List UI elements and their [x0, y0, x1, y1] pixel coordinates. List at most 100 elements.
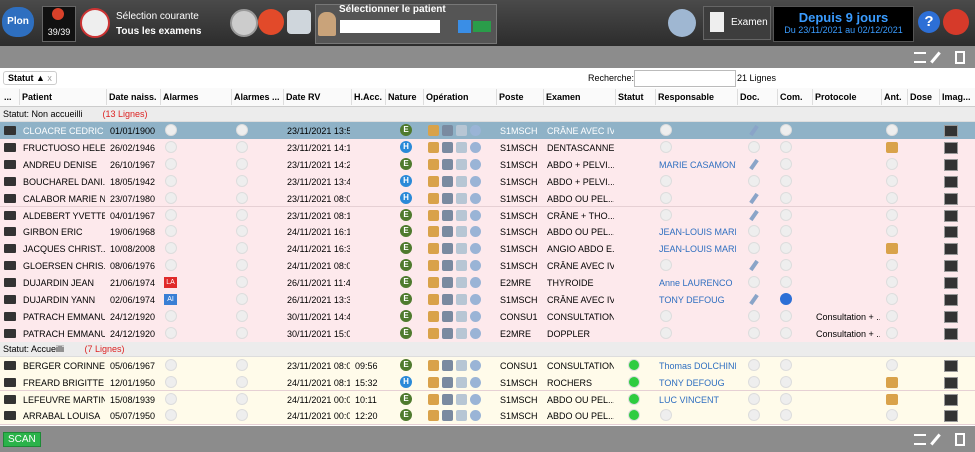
add-patient[interactable] [458, 20, 471, 33]
operation-icon[interactable] [456, 209, 467, 221]
operation-icon[interactable] [428, 125, 439, 136]
image-icon[interactable] [944, 376, 958, 389]
operation-icon[interactable] [456, 277, 467, 289]
operation-icon[interactable] [456, 192, 467, 204]
comment-icon[interactable] [4, 244, 16, 254]
operation-icon[interactable] [428, 226, 439, 238]
image-icon[interactable] [944, 175, 958, 188]
selection-icon[interactable] [80, 8, 110, 38]
operation-icon[interactable] [442, 410, 453, 422]
comment-icon[interactable] [4, 411, 16, 421]
operation-icon[interactable] [456, 260, 467, 272]
trash-icon[interactable] [955, 51, 965, 64]
operation-icon[interactable] [428, 393, 439, 405]
ant-icon[interactable] [886, 141, 898, 153]
operation-icon[interactable] [442, 260, 453, 272]
operation-icon[interactable] [470, 175, 481, 187]
image-icon[interactable] [944, 310, 958, 323]
image-icon[interactable] [944, 226, 958, 239]
operation-icon[interactable] [442, 243, 453, 255]
operation-icon[interactable] [428, 310, 439, 322]
operation-icon[interactable] [428, 376, 439, 388]
column-header[interactable]: Alarmes [163, 92, 199, 102]
operation-icon[interactable] [470, 327, 481, 339]
column-header[interactable]: Nature [388, 92, 417, 102]
comment-icon[interactable] [4, 159, 16, 169]
operation-icon[interactable] [470, 376, 481, 388]
operation-icon[interactable] [428, 359, 439, 371]
operation-icon[interactable] [456, 125, 467, 136]
operation-icon[interactable] [456, 327, 467, 339]
operation-icon[interactable] [470, 294, 481, 305]
comment-icon[interactable] [4, 227, 16, 237]
column-header[interactable]: H.Acc. [354, 92, 383, 102]
comment-icon[interactable] [4, 328, 16, 338]
info-icon[interactable] [780, 293, 792, 305]
operation-icon[interactable] [442, 192, 453, 204]
image-icon[interactable] [944, 243, 958, 256]
column-header[interactable]: Responsable [658, 92, 715, 102]
column-header[interactable]: Dose [910, 92, 933, 102]
image-icon[interactable] [944, 410, 958, 423]
operation-icon[interactable] [428, 410, 439, 422]
comment-icon[interactable] [4, 210, 16, 220]
operation-icon[interactable] [442, 226, 453, 238]
comment-icon[interactable] [4, 295, 16, 304]
column-header[interactable]: Date RV [286, 92, 321, 102]
image-icon[interactable] [944, 209, 958, 222]
column-header[interactable]: Date naiss. [109, 92, 157, 102]
settings-icon[interactable] [668, 9, 696, 37]
column-header[interactable]: Opération [426, 92, 469, 102]
image-icon[interactable] [944, 158, 958, 171]
comment-icon[interactable] [4, 360, 16, 370]
operation-icon[interactable] [428, 277, 439, 289]
scan-button[interactable]: SCAN [3, 432, 41, 447]
image-icon[interactable] [944, 277, 958, 290]
operation-icon[interactable] [442, 327, 453, 339]
print-icon[interactable] [287, 10, 311, 34]
comment-icon[interactable] [4, 278, 16, 288]
operation-icon[interactable] [470, 260, 481, 272]
patient-input[interactable] [340, 20, 440, 33]
comment-icon[interactable] [4, 394, 16, 404]
column-header[interactable]: Ant. [884, 92, 902, 102]
operation-icon[interactable] [470, 359, 481, 371]
ant-icon[interactable] [886, 393, 898, 405]
operation-icon[interactable] [470, 141, 481, 153]
operation-icon[interactable] [428, 243, 439, 255]
search-icon[interactable] [230, 9, 258, 37]
operation-icon[interactable] [470, 158, 481, 170]
operation-icon[interactable] [456, 376, 467, 388]
column-header[interactable]: Poste [499, 92, 524, 102]
date-box[interactable]: Depuis 9 jours Du 23/11/2021 au 02/12/20… [773, 6, 914, 42]
trash-icon[interactable] [955, 433, 965, 446]
search-input[interactable] [634, 70, 736, 87]
operation-icon[interactable] [470, 243, 481, 255]
ant-icon[interactable] [886, 376, 898, 388]
column-header[interactable]: Patient [22, 92, 53, 102]
operation-icon[interactable] [442, 158, 453, 170]
operation-icon[interactable] [470, 209, 481, 221]
operation-icon[interactable] [428, 175, 439, 187]
power-button[interactable] [943, 9, 969, 35]
operation-icon[interactable] [470, 277, 481, 289]
image-icon[interactable] [944, 393, 958, 406]
image-icon[interactable] [944, 125, 958, 137]
comment-icon[interactable] [4, 377, 16, 387]
logo[interactable]: Plon [2, 7, 34, 37]
operation-icon[interactable] [428, 294, 439, 305]
operation-icon[interactable] [470, 192, 481, 204]
comment-icon[interactable] [4, 176, 16, 186]
ant-icon[interactable] [886, 243, 898, 255]
operation-icon[interactable] [470, 226, 481, 238]
help-button[interactable]: ? [918, 11, 940, 33]
column-header[interactable]: Examen [546, 92, 581, 102]
image-icon[interactable] [944, 141, 958, 154]
operation-icon[interactable] [442, 393, 453, 405]
operation-icon[interactable] [428, 327, 439, 339]
operation-icon[interactable] [442, 376, 453, 388]
column-header[interactable]: Statut [618, 92, 644, 102]
operation-icon[interactable] [428, 158, 439, 170]
operation-icon[interactable] [456, 141, 467, 153]
operation-icon[interactable] [428, 141, 439, 153]
